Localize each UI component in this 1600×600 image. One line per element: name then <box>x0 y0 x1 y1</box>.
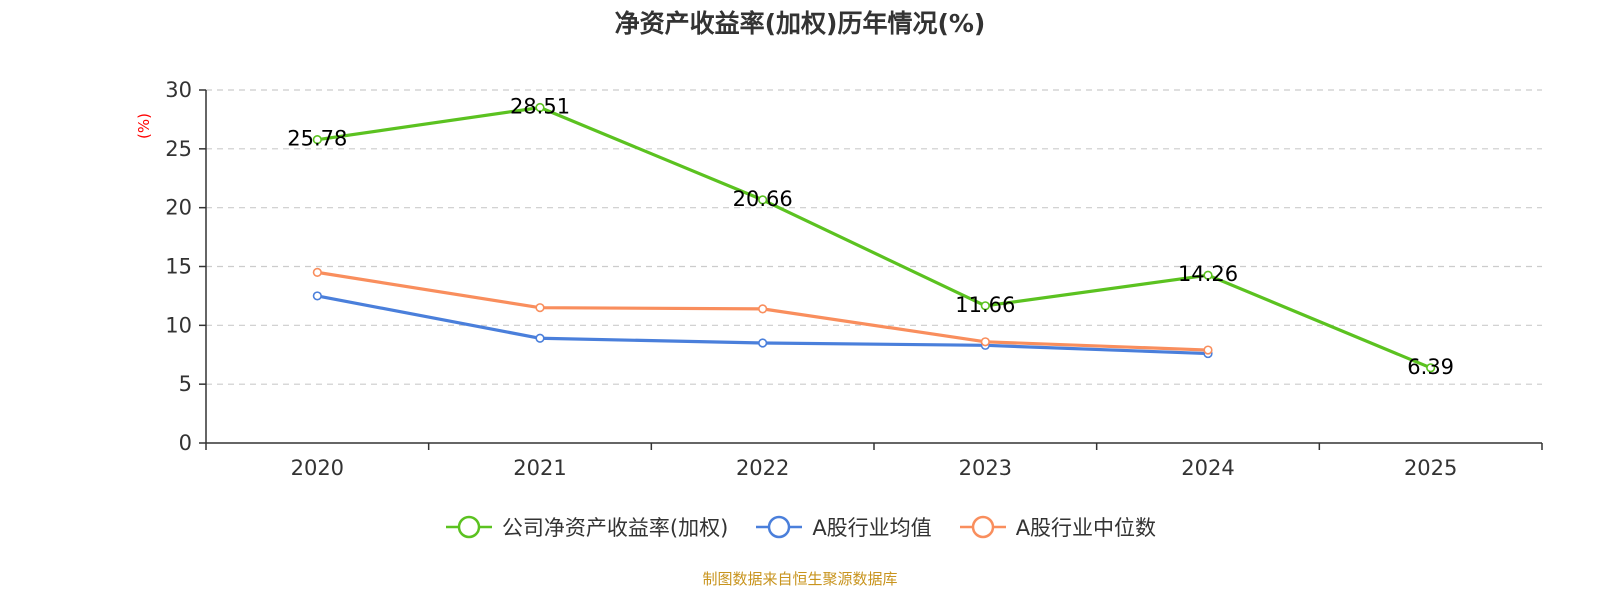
data-point <box>535 333 545 343</box>
data-point <box>312 135 322 145</box>
data-label: 28.51 <box>510 95 570 119</box>
y-tick-label: 20 <box>165 196 192 220</box>
series-line-0 <box>317 105 1432 370</box>
y-axis-label: (%) <box>135 113 153 139</box>
x-tick-label: 2022 <box>736 456 789 480</box>
y-tick-label: 25 <box>165 137 192 161</box>
data-label: 11.66 <box>955 293 1015 317</box>
data-source-note: 制图数据来自恒生聚源数据库 <box>702 570 898 588</box>
data-label: 14.26 <box>1178 262 1238 286</box>
legend-label: A股行业均值 <box>812 516 932 540</box>
data-point <box>980 301 990 311</box>
y-tick-label: 30 <box>165 78 192 102</box>
y-tick-label: 0 <box>179 431 192 455</box>
data-point <box>535 102 545 113</box>
data-point <box>312 291 322 301</box>
y-tick-label: 10 <box>165 313 192 337</box>
data-label: 6.39 <box>1407 355 1454 379</box>
data-label: 20.66 <box>733 187 793 211</box>
chart-title: 净资产收益率(加权)历年情况(%) <box>614 9 986 38</box>
x-tick-label: 2021 <box>513 456 566 480</box>
data-point <box>1426 363 1436 373</box>
data-point <box>758 338 768 348</box>
data-point <box>980 337 990 347</box>
legend-item-2[interactable]: A股行业中位数 <box>958 512 1156 542</box>
y-tick-label: 15 <box>165 255 192 279</box>
legend-label: 公司净资产收益率(加权) <box>501 516 729 540</box>
legend-line-circle-icon <box>756 515 803 539</box>
data-point <box>1203 345 1213 355</box>
x-tick-label: 2020 <box>291 456 344 480</box>
legend-line-circle-icon <box>959 515 1006 539</box>
data-point <box>535 303 545 313</box>
legend: 公司净资产收益率(加权) A股行业均值 A股行业中位数 <box>0 512 1600 542</box>
legend-line-circle-icon <box>445 515 492 539</box>
data-point <box>758 304 768 314</box>
data-point <box>312 267 322 277</box>
x-tick-label: 2024 <box>1181 456 1234 480</box>
data-label: 25.78 <box>287 127 347 151</box>
y-tick-label: 5 <box>179 372 192 396</box>
legend-item-1[interactable]: A股行业均值 <box>754 512 932 542</box>
data-point <box>758 195 768 205</box>
x-tick-label: 2023 <box>959 456 1012 480</box>
data-point <box>1203 270 1213 280</box>
x-tick-label: 2025 <box>1404 456 1457 480</box>
legend-label: A股行业中位数 <box>1015 516 1157 540</box>
legend-item-0[interactable]: 公司净资产收益率(加权) <box>444 512 728 542</box>
